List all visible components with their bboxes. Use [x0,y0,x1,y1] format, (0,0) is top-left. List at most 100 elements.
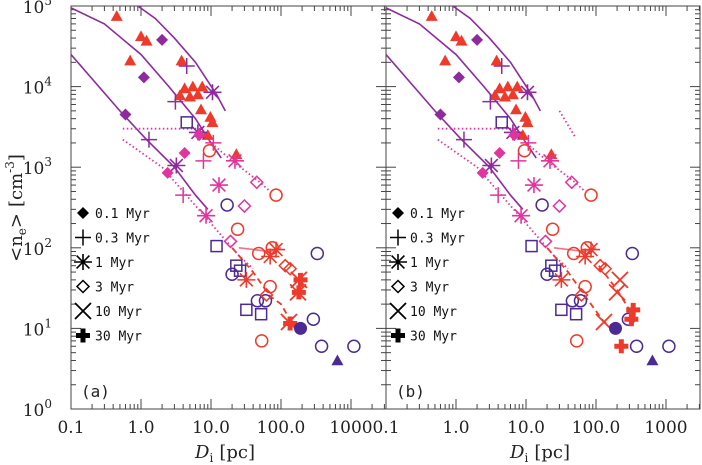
data-point-filled-triangle [646,354,659,366]
legend-marker-open-diamond [75,279,91,294]
data-point-open-diamond [237,198,252,214]
data-point-filled-triangle [186,80,199,92]
data-point-plus [140,131,157,148]
track-line-2 [386,53,524,210]
data-point-asterisk [209,177,228,194]
data-point-filled-triangle [173,89,186,101]
data-point-filled-triangle [206,116,219,128]
legend-marker-cross [74,302,92,320]
panel-a: 0.1 Myr 0.3 Myr 1 Myr 3 Myr 10 Myr 30 Myr (a) [70,5,387,410]
legend: 0.1 Myr 0.3 Myr 1 Myr 3 Myr 10 Myr 30 Myr [389,207,465,345]
plot-area [386,6,676,366]
data-point-filled-diamond [471,33,484,46]
data-point-open-circle [269,188,283,202]
data-point-open-circle [258,294,273,308]
data-point-asterisk [203,84,222,101]
data-point-filled-circle [609,321,623,335]
data-point-filled-triangle [425,10,438,21]
data-point-filled-plus [614,339,629,354]
data-point-open-square [233,264,247,277]
data-point-open-circle [565,294,580,308]
legend-label: 0.3 Myr [410,232,465,247]
legend-label: 0.1 Myr [410,207,465,222]
data-point-open-circle [306,312,321,326]
data-point-open-square [555,303,568,317]
data-point-filled-triangle [331,354,344,366]
track-line-2 [71,53,209,210]
data-point-open-circle [545,222,560,236]
y-axis-tick-labels: 100 101 102 103 104 105 [23,0,53,421]
data-point-open-diamond [249,175,264,190]
legend-marker-plus [75,229,91,246]
legend-label: 3 Myr [95,281,134,296]
x-tick-label: 1000 [644,418,687,438]
legend-marker-open-diamond [390,279,406,294]
x-tick-label: 10.0 [192,418,230,438]
data-point-plus [520,134,537,151]
y-axis-title: <ne>[cm-3] [3,154,29,262]
data-point-open-square [180,116,193,129]
data-point-open-square [495,116,508,129]
data-point-open-circle [310,246,325,261]
data-point-filled-triangle [488,89,501,101]
data-point-asterisk [518,84,537,101]
data-point-filled-diamond [161,166,174,179]
data-point-filled-triangle [521,116,534,128]
data-point-open-diamond [564,175,579,190]
legend-label: 0.1 Myr [95,207,150,222]
plot-area [71,6,361,366]
data-point-open-circle [566,246,581,261]
data-point-filled-triangle [201,129,214,140]
data-point-filled-diamond [119,108,132,121]
y-tick-label: 101 [23,316,52,340]
data-point-filled-triangle [124,54,137,66]
data-point-filled-triangle [195,103,208,115]
legend-label: 30 Myr [95,330,142,345]
data-point-plus [167,93,184,110]
legend-marker-plus [390,229,406,246]
data-point-open-circle [578,279,592,294]
x-axis-title-a: Di [pc] [194,442,255,465]
data-point-filled-triangle [183,90,196,102]
panel-label: (b) [396,382,425,401]
plot-frame [385,5,701,410]
legend-label: 30 Myr [410,330,457,345]
data-point-asterisk [261,248,280,265]
data-point-open-circle [263,279,277,294]
data-point-filled-triangle [439,54,452,66]
data-point-plus [510,152,527,169]
legend-marker-cross [389,302,407,320]
data-point-plus [455,131,472,148]
data-point-filled-diamond [508,129,521,142]
data-point-asterisk [267,241,286,258]
data-point-filled-triangle [175,54,188,66]
y-ticks [71,5,386,410]
legend-marker-asterisk [389,254,407,270]
data-point-open-diamond [552,198,567,214]
legend-label: 1 Myr [410,256,449,271]
x-tick-label: 1.0 [127,418,154,438]
data-point-filled-triangle [498,90,511,102]
data-point-open-square [569,307,583,321]
data-point-open-circle [220,198,234,212]
data-point-open-square [548,264,562,277]
panel-label: (a) [81,382,110,401]
data-point-open-circle [629,339,644,354]
x-tick-label: 0.1 [372,418,399,438]
data-point-plus [493,58,510,75]
track-line-5 [558,110,576,138]
data-point-filled-triangle [501,80,514,92]
legend-marker-asterisk [74,254,92,270]
data-point-open-diamond [574,287,589,303]
legend-label: 10 Myr [410,305,457,320]
x-ticks [385,6,700,409]
data-point-filled-diamond [452,71,465,84]
data-point-open-circle [584,188,598,202]
data-point-asterisk [237,271,256,288]
data-point-filled-diamond [193,129,206,142]
data-point-plus [178,58,195,75]
legend-label: 3 Myr [410,281,449,296]
data-point-open-square [210,239,223,253]
legend-marker-filled-plus [76,328,90,343]
